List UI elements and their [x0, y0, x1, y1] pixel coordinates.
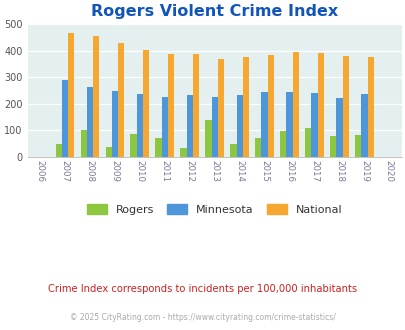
Bar — [261, 92, 267, 157]
Bar — [168, 54, 174, 157]
Bar — [317, 52, 323, 157]
Bar — [230, 144, 236, 157]
Bar — [143, 50, 149, 157]
Bar — [118, 43, 124, 157]
Bar — [87, 87, 93, 157]
Bar — [311, 93, 317, 157]
Bar — [211, 97, 217, 157]
Bar — [255, 138, 261, 157]
Bar — [329, 136, 335, 157]
Bar — [236, 95, 242, 157]
Bar — [217, 59, 224, 157]
Bar — [130, 134, 136, 157]
Bar — [242, 57, 248, 157]
Bar — [62, 80, 68, 157]
Bar — [111, 91, 118, 157]
Bar — [80, 130, 87, 157]
Bar — [55, 144, 62, 157]
Bar — [292, 52, 298, 157]
Bar — [335, 98, 342, 157]
Text: © 2025 CityRating.com - https://www.cityrating.com/crime-statistics/: © 2025 CityRating.com - https://www.city… — [70, 313, 335, 322]
Bar — [267, 55, 273, 157]
Bar — [286, 92, 292, 157]
Text: Crime Index corresponds to incidents per 100,000 inhabitants: Crime Index corresponds to incidents per… — [48, 284, 357, 294]
Legend: Rogers, Minnesota, National: Rogers, Minnesota, National — [82, 199, 346, 219]
Bar — [305, 128, 311, 157]
Bar — [367, 56, 373, 157]
Bar — [354, 135, 360, 157]
Title: Rogers Violent Crime Index: Rogers Violent Crime Index — [91, 4, 337, 19]
Bar — [186, 95, 192, 157]
Bar — [93, 36, 99, 157]
Bar — [136, 94, 143, 157]
Bar — [68, 33, 74, 157]
Bar — [105, 147, 111, 157]
Bar — [360, 94, 367, 157]
Bar — [342, 56, 348, 157]
Bar — [155, 138, 161, 157]
Bar — [279, 131, 286, 157]
Bar — [180, 148, 186, 157]
Bar — [161, 97, 168, 157]
Bar — [192, 54, 198, 157]
Bar — [205, 120, 211, 157]
